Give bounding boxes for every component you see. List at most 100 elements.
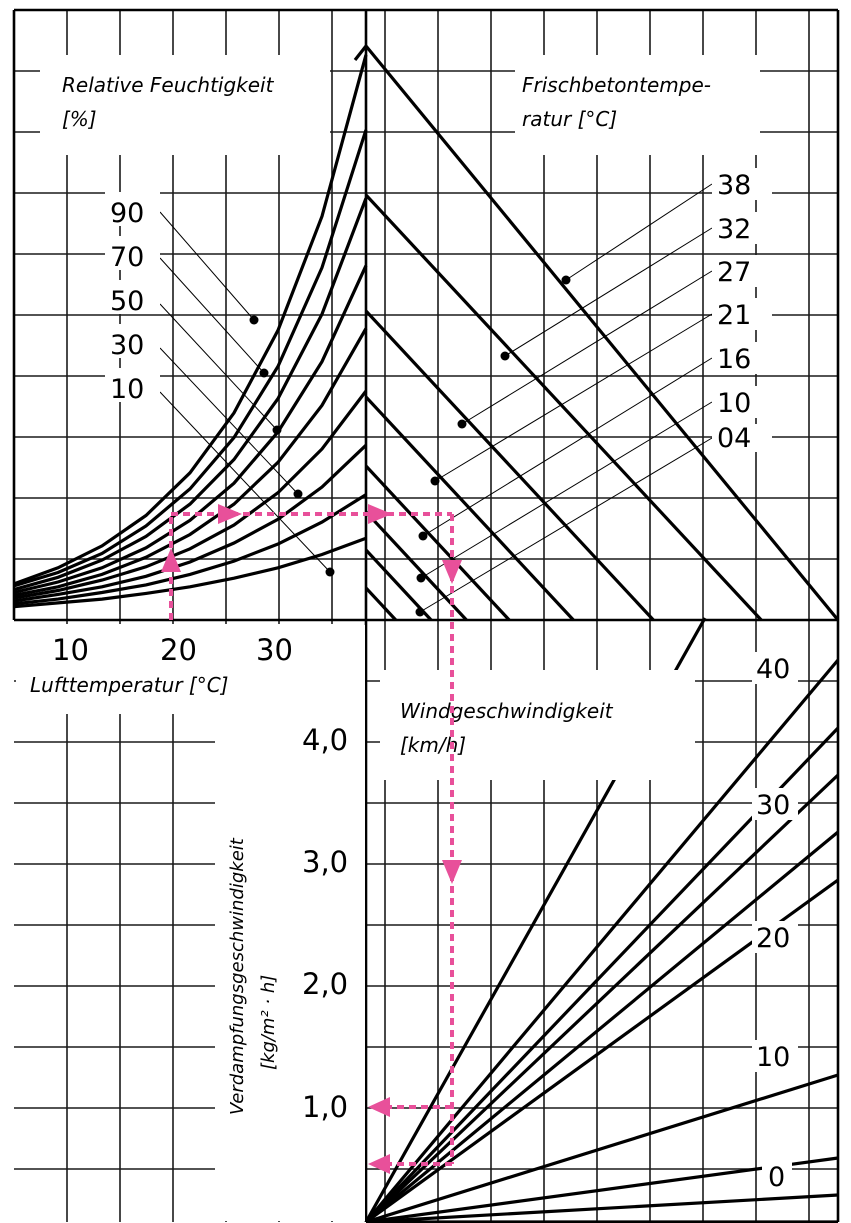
- leader-line-8: [434, 313, 713, 482]
- wind-label-10: 10: [756, 1042, 790, 1073]
- humidity-curve-7: [13, 493, 367, 606]
- wind-line-4: [364, 830, 840, 1223]
- leader-line-3: [159, 347, 299, 495]
- leader-line-11: [419, 437, 713, 613]
- marker-dot-2: [272, 425, 282, 435]
- humidity-label-10: 10: [110, 374, 144, 405]
- arrow-up: [161, 548, 181, 572]
- concrete-line-2: [364, 309, 655, 622]
- xtick-20: 20: [160, 633, 197, 667]
- arrow-right-mid: [368, 504, 392, 524]
- wind-line-1: [364, 658, 840, 1223]
- leader-line-7: [461, 270, 713, 425]
- marker-dot-10: [416, 573, 426, 583]
- marker-dot-0: [249, 315, 259, 325]
- concrete-title-box: [515, 55, 760, 155]
- humidity-curves: [13, 54, 368, 609]
- leader-line-0: [159, 211, 255, 321]
- humidity-series-labels: 90 70 50 30 10: [105, 192, 160, 405]
- humidity-title-line1: Relative Feuchtigkeit: [62, 73, 275, 97]
- concrete-temperature-lines: [353, 44, 840, 622]
- yaxis-label-line1: Verdampfungsgeschwindigkeit: [227, 837, 248, 1115]
- humidity-label-30: 30: [110, 330, 144, 361]
- humidity-curve-4: [13, 327, 368, 597]
- humidity-curve-6: [13, 444, 368, 603]
- concrete-line-0: [364, 44, 840, 622]
- wind-line-6: [365, 1073, 839, 1223]
- leader-line-9: [422, 357, 713, 537]
- concrete-line-3: [364, 395, 575, 622]
- panel-frames: [12, 8, 840, 1222]
- leader-line-1: [159, 257, 265, 374]
- arrow-left-1: [368, 1097, 390, 1117]
- humidity-curve-1: [13, 129, 368, 588]
- concrete-label-16: 16: [717, 344, 751, 375]
- wind-label-30: 30: [756, 790, 790, 821]
- wind-title-box: [380, 670, 695, 780]
- wind-line-3: [364, 773, 840, 1223]
- marker-dot-3: [293, 489, 303, 499]
- xtick-30: 30: [256, 633, 293, 667]
- concrete-label-04: 04: [717, 423, 751, 454]
- arrow-left-2: [368, 1154, 390, 1174]
- leader-lines: [159, 183, 713, 617]
- humidity-title-box: [40, 55, 330, 155]
- humidity-label-50: 50: [110, 286, 144, 317]
- leader-line-10: [420, 401, 713, 579]
- yaxis-label-line2: [kg/m² · h]: [258, 975, 279, 1070]
- wind-title-line1: Windgeschwindigkeit: [400, 699, 614, 723]
- humidity-title-line2: [%]: [62, 107, 97, 131]
- example-path: [161, 504, 462, 1174]
- marker-dot-6: [500, 351, 510, 361]
- marker-dot-9: [418, 531, 428, 541]
- arrow-right-left: [218, 504, 242, 524]
- concrete-label-21: 21: [717, 300, 751, 331]
- concrete-line-1: [364, 193, 763, 622]
- marker-dot-7: [457, 419, 467, 429]
- xaxis-label: Lufttemperatur [°C]: [30, 673, 228, 697]
- wind-label-20: 20: [756, 923, 790, 954]
- marker-dot-11: [415, 607, 425, 617]
- concrete-title-line2: ratur [°C]: [522, 107, 617, 131]
- concrete-label-38: 38: [717, 170, 751, 201]
- ytick-3: 3,0: [302, 845, 348, 879]
- xtick-10: 10: [52, 633, 89, 667]
- marker-dot-5: [561, 275, 571, 285]
- leader-line-6: [504, 227, 713, 357]
- leader-line-4: [159, 391, 331, 573]
- concrete-label-32: 32: [717, 214, 751, 245]
- ytick-2: 2,0: [302, 967, 348, 1001]
- ytick-4: 4,0: [302, 723, 348, 757]
- concrete-title-line1: Frischbetontempe-: [522, 73, 711, 97]
- wind-label-0: 0: [768, 1162, 785, 1193]
- wind-line-7: [365, 1156, 839, 1223]
- wind-title-line2: [km/h]: [400, 733, 466, 757]
- humidity-label-90: 90: [110, 198, 144, 229]
- concrete-label-10: 10: [717, 388, 751, 419]
- leader-line-2: [159, 303, 278, 431]
- humidity-label-70: 70: [110, 242, 144, 273]
- wind-label-40: 40: [756, 654, 790, 685]
- humidity-curve-8: [13, 536, 367, 609]
- marker-dot-8: [430, 476, 440, 486]
- concrete-line-7: [364, 586, 397, 622]
- concrete-line-5: [364, 510, 468, 622]
- humidity-curve-3: [13, 264, 368, 595]
- ytick-1: 1,0: [302, 1090, 348, 1124]
- marker-dot-4: [325, 567, 335, 577]
- arrow-down-top: [442, 560, 462, 584]
- apex-connector: [353, 45, 368, 61]
- concrete-label-27: 27: [717, 257, 751, 288]
- arrow-down-bottom: [442, 860, 462, 884]
- wind-series-labels: 40 30 20 10 0: [752, 652, 798, 1193]
- concrete-series-labels: 38 32 27 21 16 10 04: [712, 168, 772, 454]
- humidity-curve-2: [13, 197, 368, 592]
- marker-dot-1: [259, 368, 269, 378]
- humidity-curve-0: [13, 54, 368, 586]
- concrete-line-4: [364, 464, 511, 622]
- wind-line-8: [365, 1193, 839, 1223]
- yaxis-label-box: [215, 625, 365, 1221]
- leader-line-5: [565, 183, 713, 281]
- humidity-curve-5: [13, 390, 368, 600]
